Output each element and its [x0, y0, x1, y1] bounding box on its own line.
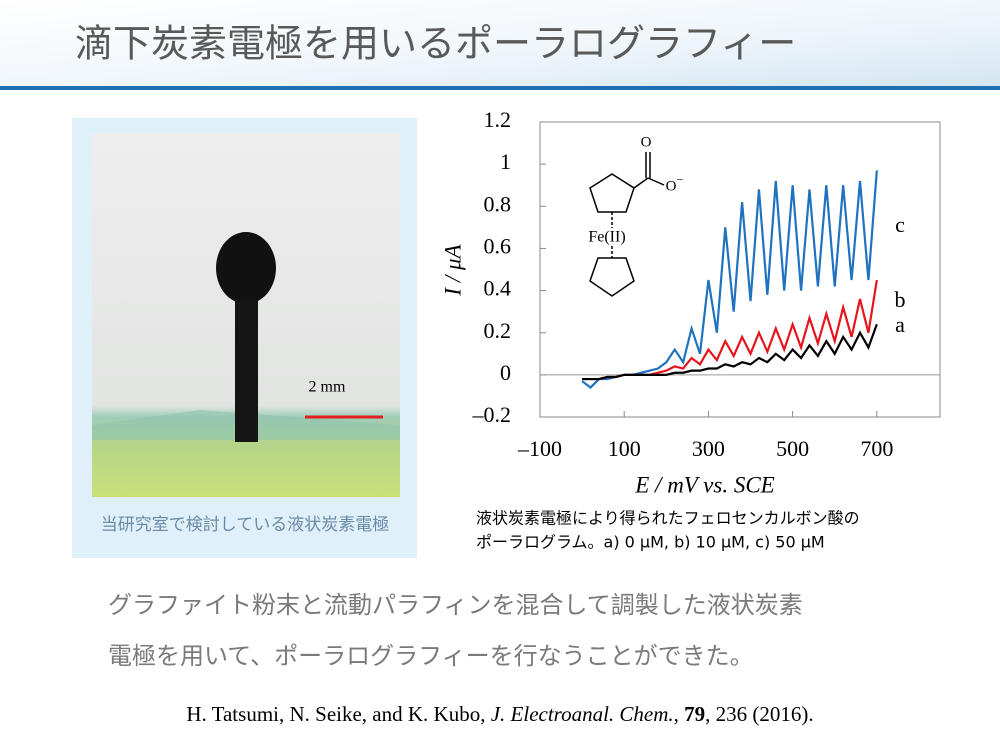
x-tick-label: 100 — [608, 436, 641, 461]
ferrocene-structure — [589, 152, 665, 297]
series-label: b — [895, 287, 906, 312]
x-axis-label: E / mV vs. SCE — [634, 472, 774, 497]
x-tick-label: 500 — [776, 436, 809, 461]
series-label: a — [895, 312, 905, 337]
data-line — [582, 323, 878, 381]
x-tick-label: –100 — [517, 436, 562, 461]
reference-part: H. Tatsumi, N. Seike, and K. Kubo, — [186, 702, 490, 726]
atom-label: Fe(II) — [588, 229, 625, 246]
body-text: グラファイト粉末と流動パラフィンを混合して調製した液状炭素 — [108, 591, 803, 619]
atom-label: O — [666, 178, 677, 194]
cp-ring — [589, 257, 635, 297]
x-tick-label: 700 — [860, 436, 893, 461]
reference-part: , 236 (2016). — [705, 702, 814, 726]
reference-volume: 79 — [684, 702, 705, 726]
y-tick-label: 0.8 — [484, 191, 512, 216]
data-line — [581, 170, 878, 389]
reference: H. Tatsumi, N. Seike, and K. Kubo, J. El… — [186, 702, 813, 726]
y-tick-label: –0.2 — [472, 402, 512, 427]
reference-part: , — [674, 702, 685, 726]
y-tick-label: 1 — [500, 149, 511, 174]
bond — [647, 177, 665, 186]
y-axis-label: I / μA — [440, 243, 465, 296]
y-tick-label: 0.6 — [484, 233, 512, 258]
atom-label: O — [641, 134, 652, 150]
slide-title: 滴下炭素電極を用いるポーラログラフィー — [75, 22, 796, 66]
y-tick-label: 1.2 — [484, 107, 512, 132]
bond — [633, 177, 649, 189]
scale-label: 2 mm — [309, 379, 346, 396]
chart: O O – Fe(II) E / mV vs. SCE I / μA –0.2 0… — [440, 107, 941, 497]
electrode-stem — [235, 300, 258, 442]
y-tick-label: 0.4 — [484, 276, 512, 301]
photo-caption: 当研究室で検討している液状炭素電極 — [101, 515, 390, 535]
header-bg — [0, 0, 1000, 86]
body-text: 電極を用いて、ポーラログラフィーを行なうことができた。 — [108, 642, 754, 670]
cp-ring — [589, 173, 635, 213]
y-tick-label: 0 — [500, 360, 511, 385]
x-tick-label: 300 — [692, 436, 725, 461]
header-rule — [0, 86, 1000, 90]
plot-frame — [539, 121, 941, 418]
chart-caption: 液状炭素電極により得られたフェロセンカルボン酸の — [476, 509, 860, 528]
reference-journal: J. Electroanal. Chem. — [491, 702, 674, 726]
y-tick-label: 0.2 — [484, 318, 512, 343]
chart-caption: ポーラログラム。a) 0 μM, b) 10 μM, c) 50 μM — [476, 533, 825, 552]
data-line — [582, 279, 878, 381]
series-label: c — [895, 212, 905, 237]
charge-label: – — [676, 171, 684, 185]
